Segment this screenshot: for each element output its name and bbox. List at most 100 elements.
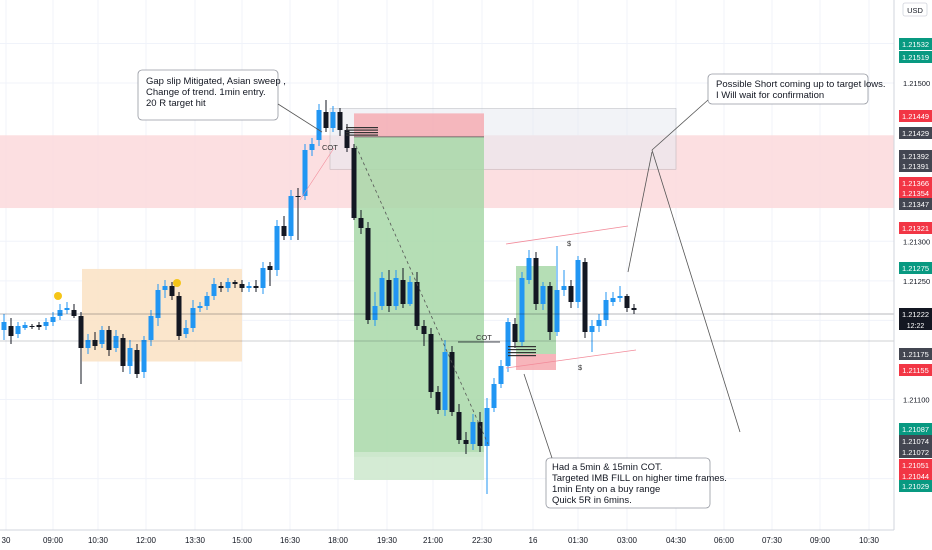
candle-body <box>400 280 406 304</box>
channel-top <box>505 225 629 245</box>
price-marker-tag <box>899 435 932 447</box>
minor-trendline <box>299 147 335 201</box>
consolidation-zone <box>82 268 242 362</box>
price-marker-value: 1.21051 <box>902 461 929 470</box>
candle-body <box>456 412 462 440</box>
price-marker-tag <box>899 187 932 199</box>
candle-body <box>617 296 623 298</box>
candle-body <box>190 308 196 328</box>
signal-dot <box>54 292 62 300</box>
price-marker-value: 1.21392 <box>902 152 929 161</box>
price-marker-tag <box>899 150 932 162</box>
candle-body <box>428 334 434 392</box>
callout-bottom[interactable]: Had a 5min & 15min COT. Targeted IMB FIL… <box>523 373 727 509</box>
candle-body <box>379 278 385 306</box>
x-tick-label: 09:00 <box>43 536 64 545</box>
price-marker-tag <box>899 446 932 458</box>
y-tick-label: 1.21500 <box>903 79 930 88</box>
countdown-value: 12:22 <box>907 323 925 330</box>
price-marker-value: 1.21321 <box>902 224 929 233</box>
cot-label-2: COT <box>476 333 492 342</box>
candle-body <box>610 298 616 302</box>
price-marker-value: 1.21072 <box>902 448 929 457</box>
candle-body <box>232 282 238 284</box>
price-marker-value: 1.21347 <box>902 200 929 209</box>
candle-body <box>449 352 455 412</box>
candle-body <box>463 440 469 444</box>
candle-body <box>309 144 315 150</box>
price-marker-tag <box>899 110 932 122</box>
candle-body <box>281 226 287 236</box>
x-tick-label: 09:00 <box>810 536 831 545</box>
price-marker-tag <box>899 480 932 492</box>
callout-left[interactable]: Gap slip Mitigated, Asian sweep , Change… <box>137 69 323 133</box>
order-block-line <box>508 346 536 348</box>
candle-body <box>22 325 28 328</box>
price-marker-tag <box>899 423 932 435</box>
time-axis[interactable]: 30 09:00 10:30 12:00 13:30 15:00 16:30 18:00 19:… <box>0 529 894 550</box>
candle-body <box>323 112 329 128</box>
candle-body <box>589 326 595 332</box>
price-marker-tag <box>899 470 932 482</box>
candle-body <box>512 324 518 342</box>
long-stop-area <box>516 354 556 370</box>
candle-body <box>218 286 224 288</box>
price-marker-value: 1.21155 <box>902 366 929 375</box>
x-tick-label: 10:30 <box>88 536 109 545</box>
candle-body <box>183 328 189 334</box>
candle-body <box>127 348 133 366</box>
zones <box>0 108 894 480</box>
candle-body <box>484 408 490 446</box>
price-marker-tag <box>899 177 932 189</box>
projection-up <box>627 151 653 273</box>
candle-body <box>407 282 413 304</box>
candle-body <box>15 326 21 334</box>
candle-body <box>92 340 98 346</box>
candle-body <box>435 392 441 410</box>
price-marker-tag <box>899 198 932 210</box>
candle-body <box>365 228 371 320</box>
candle-body <box>1 322 7 330</box>
candle-body <box>155 290 161 318</box>
candle-body <box>561 286 567 290</box>
x-tick-label: 01:30 <box>568 536 589 545</box>
x-tick-label: 12:00 <box>136 536 157 545</box>
candle-body <box>120 338 126 366</box>
candle-body <box>295 196 301 197</box>
order-block-line <box>508 352 536 354</box>
bottom-note-line-1: Had a 5min & 15min COT. <box>552 462 662 473</box>
x-tick-label: 03:00 <box>617 536 638 545</box>
candle-body <box>197 306 203 308</box>
y-tick-label: 1.21300 <box>903 237 930 246</box>
order-block-line <box>346 132 378 134</box>
candle-body <box>162 286 168 290</box>
x-tick-label: 19:30 <box>377 536 398 545</box>
candle-body <box>603 300 609 320</box>
candle-body <box>575 260 581 302</box>
x-tick-label: 10:30 <box>859 536 880 545</box>
candle-body <box>288 196 294 236</box>
short-target-area <box>354 452 484 480</box>
candle-body <box>176 296 182 336</box>
price-marker-tag <box>899 308 932 320</box>
left-note-line-2: Change of trend. 1min entry. <box>146 87 266 98</box>
callout-right[interactable]: Possible Short coming up to target lows.… <box>651 73 886 151</box>
price-marker-value: 1.21222 <box>902 310 929 319</box>
candle-body <box>596 320 602 326</box>
x-tick-label: 16 <box>529 536 538 545</box>
cot-label-1: COT <box>322 143 338 152</box>
short-stop-area <box>354 113 484 137</box>
price-marker-tag <box>899 348 932 360</box>
price-axis[interactable]: 1.215501.215001.213001.212501.212001.211… <box>893 0 932 530</box>
price-marker-value: 1.21029 <box>902 482 929 491</box>
dollar-label-2: $ <box>578 363 583 372</box>
candle-body <box>554 290 560 332</box>
candle-body <box>113 336 119 348</box>
bottom-note-line-4: Quick 5R in 6mins. <box>552 495 632 506</box>
order-block-line <box>508 355 536 357</box>
channel-bottom <box>505 349 637 369</box>
candle-body <box>477 422 483 446</box>
candles <box>1 100 637 494</box>
candle-body <box>85 340 91 348</box>
